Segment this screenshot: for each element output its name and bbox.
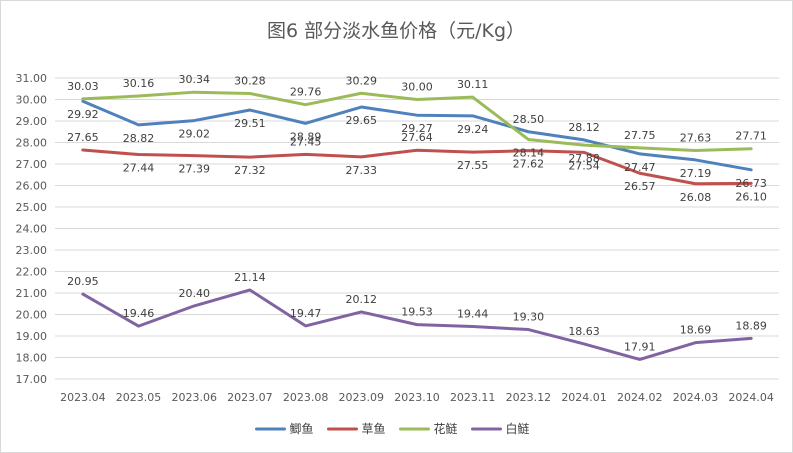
series-line-2 <box>81 148 753 186</box>
data-label-s2-2024-01: 27.54 <box>568 159 600 172</box>
data-label-s4-2024-03: 18.69 <box>680 324 712 337</box>
series-line-1 <box>81 99 753 172</box>
legend: 鲫鱼 草鱼 花鲢 白鲢 <box>255 421 530 436</box>
data-labels: 29.92 28.82 29.02 29.51 28.89 29.65 29.27 29.24… <box>67 73 767 353</box>
x-tick-label: 2024.04 <box>728 391 774 404</box>
data-label-s3-2023-08: 29.76 <box>290 86 322 99</box>
data-label-s4-2023-11: 19.44 <box>457 308 489 321</box>
chart-title: 图6 部分淡水鱼价格（元/Kg） <box>267 20 525 42</box>
data-label-s2-2023-04: 27.65 <box>67 131 99 144</box>
data-label-s1-2023-12: 28.50 <box>513 113 545 126</box>
series-line-4 <box>81 288 753 361</box>
data-label-s1-2024-03: 27.19 <box>680 167 712 180</box>
data-label-s2-2024-03: 26.08 <box>680 191 712 204</box>
x-tick-label: 2023.06 <box>171 391 217 404</box>
series-line-3 <box>81 90 753 152</box>
data-label-s4-2023-04: 20.95 <box>67 275 99 288</box>
data-label-s1-2023-05: 28.82 <box>123 132 155 145</box>
x-tick-label: 2023.11 <box>450 391 496 404</box>
data-label-s2-2024-02: 26.57 <box>624 180 656 193</box>
data-label-s3-2023-09: 30.29 <box>346 74 378 87</box>
data-label-s3-2024-02: 27.75 <box>624 129 656 142</box>
y-tick-label: 30.00 <box>16 94 48 107</box>
data-label-s1-2024-01: 28.12 <box>568 121 600 134</box>
x-tick-label: 2024.03 <box>673 391 719 404</box>
x-tick-label: 2023.04 <box>60 391 106 404</box>
data-label-s3-2024-01: 27.88 <box>568 152 600 165</box>
data-label-s3-2023-04: 30.03 <box>67 80 99 93</box>
legend-label-1: 鲫鱼 <box>290 422 314 436</box>
data-label-s4-2024-01: 18.63 <box>568 325 600 338</box>
data-label-s1-2023-08: 28.89 <box>290 130 322 143</box>
data-label-s1-2023-09: 29.65 <box>346 114 378 127</box>
x-tick-label: 2024.01 <box>561 391 607 404</box>
legend-label-2: 草鱼 <box>362 422 386 436</box>
data-label-s1-2023-06: 29.02 <box>178 128 210 141</box>
data-label-s1-2024-04: 26.73 <box>735 177 767 190</box>
y-tick-label: 27.00 <box>16 158 48 171</box>
data-label-s2-2023-06: 27.39 <box>178 163 210 176</box>
y-tick-label: 24.00 <box>16 223 48 236</box>
series-lines <box>81 90 753 361</box>
x-tick-label: 2023.10 <box>394 391 440 404</box>
data-label-s4-2023-10: 19.53 <box>401 306 433 319</box>
data-label-s1-2023-11: 29.24 <box>457 123 489 136</box>
y-tick-label: 19.00 <box>16 330 48 343</box>
x-axis-ticks: 2023.04 2023.05 2023.06 2023.07 2023.08 2023.… <box>60 391 774 404</box>
data-label-s2-2023-05: 27.44 <box>123 162 155 175</box>
y-tick-label: 23.00 <box>16 244 48 257</box>
x-tick-label: 2023.07 <box>227 391 273 404</box>
y-axis-ticks: 17.00 18.00 19.00 20.00 21.00 22.00 23.00 24.00… <box>16 72 48 386</box>
data-label-s4-2023-07: 21.14 <box>234 271 266 284</box>
data-label-s2-2023-12: 27.62 <box>513 158 545 171</box>
x-tick-label: 2023.09 <box>339 391 385 404</box>
data-label-s3-2023-07: 30.28 <box>234 74 266 87</box>
y-tick-label: 28.00 <box>16 137 48 150</box>
data-label-s3-2023-12: 28.14 <box>513 146 545 159</box>
data-label-s3-2023-06: 30.34 <box>178 73 210 86</box>
x-tick-label: 2024.02 <box>617 391 663 404</box>
y-tick-label: 18.00 <box>16 352 48 365</box>
legend-label-4: 白鲢 <box>506 421 530 436</box>
data-label-s4-2023-06: 20.40 <box>178 287 210 300</box>
data-label-s4-2024-02: 17.91 <box>624 340 656 353</box>
data-label-s3-2024-04: 27.71 <box>735 130 767 143</box>
data-label-s4-2024-04: 18.89 <box>735 319 767 332</box>
y-tick-label: 20.00 <box>16 309 48 322</box>
x-tick-label: 2023.08 <box>283 391 329 404</box>
x-tick-label: 2023.12 <box>506 391 552 404</box>
y-tick-label: 31.00 <box>16 72 48 85</box>
data-label-s2-2023-10: 27.64 <box>401 131 433 144</box>
data-label-s1-2024-02: 27.47 <box>624 161 656 174</box>
data-label-s2-2023-08: 27.45 <box>290 135 322 148</box>
data-label-s3-2023-05: 30.16 <box>123 77 155 90</box>
data-label-s1-2023-04: 29.92 <box>67 108 99 121</box>
y-tick-label: 26.00 <box>16 180 48 193</box>
data-label-s3-2024-03: 27.63 <box>680 131 712 144</box>
y-tick-label: 22.00 <box>16 266 48 279</box>
data-label-s3-2023-10: 30.00 <box>401 81 433 94</box>
data-label-s3-2023-11: 30.11 <box>457 78 489 91</box>
data-label-s1-2023-10: 29.27 <box>401 122 433 135</box>
data-label-s4-2023-05: 19.46 <box>123 307 155 320</box>
y-tick-label: 21.00 <box>16 287 48 300</box>
data-label-s2-2023-09: 27.33 <box>346 164 378 177</box>
x-tick-label: 2023.05 <box>116 391 162 404</box>
data-label-s4-2023-08: 19.47 <box>290 307 322 320</box>
data-label-s4-2023-09: 20.12 <box>346 293 378 306</box>
data-label-s2-2023-11: 27.55 <box>457 159 489 172</box>
y-tick-label: 25.00 <box>16 201 48 214</box>
data-label-s1-2023-07: 29.51 <box>234 117 266 130</box>
data-label-s2-2024-04: 26.10 <box>735 190 767 203</box>
data-label-s2-2023-07: 27.32 <box>234 164 266 177</box>
y-tick-label: 17.00 <box>16 373 48 386</box>
legend-label-3: 花鲢 <box>434 421 458 436</box>
y-tick-label: 29.00 <box>16 115 48 128</box>
data-label-s4-2023-12: 19.30 <box>513 311 545 324</box>
